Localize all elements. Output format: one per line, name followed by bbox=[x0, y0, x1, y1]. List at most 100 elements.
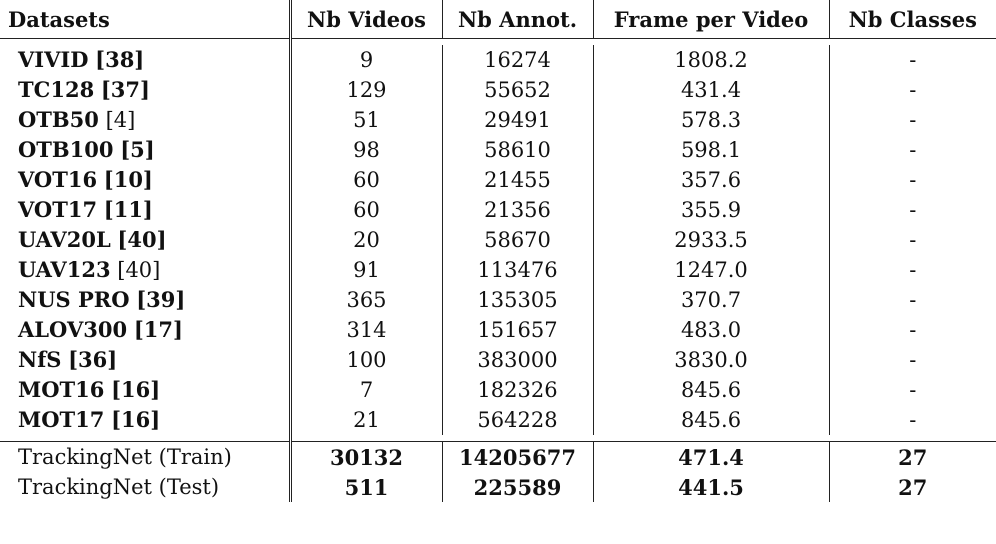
nb-classes-cell: - bbox=[909, 197, 917, 222]
dataset-name-cell: VOT17 [11] bbox=[0, 195, 292, 225]
dataset-name-cell: UAV123 [40] bbox=[0, 255, 292, 285]
nb-classes-cell: - bbox=[909, 377, 917, 402]
frame-per-video-cell: 471.4 bbox=[593, 441, 830, 472]
frame-per-video-cell: 1808.2 bbox=[593, 45, 830, 75]
dataset-citation: [10] bbox=[103, 167, 153, 192]
table-row: NfS [36] 100 383000 3830.0 - bbox=[0, 345, 996, 375]
nb-annot-cell: 14205677 bbox=[442, 441, 594, 472]
nb-annot-cell: 383000 bbox=[442, 345, 594, 375]
nb-classes-cell: - bbox=[909, 347, 917, 372]
dataset-name: ALOV300 bbox=[18, 317, 128, 342]
nb-classes-cell: 27 bbox=[829, 441, 996, 472]
nb-classes-cell: - bbox=[909, 257, 917, 282]
frame-per-video-cell: 578.3 bbox=[593, 105, 830, 135]
nb-videos-cell: 60 bbox=[290, 195, 443, 225]
nb-videos-cell: 511 bbox=[290, 472, 443, 502]
nb-videos-cell: 30132 bbox=[290, 441, 443, 472]
dataset-name-cell: NUS PRO [39] bbox=[0, 285, 292, 315]
nb-classes-cell: - bbox=[909, 77, 917, 102]
dataset-name-cell: TrackingNet (Train) bbox=[0, 441, 292, 472]
frame-per-video-cell: 598.1 bbox=[593, 135, 830, 165]
table-header-row: Datasets Nb Videos Nb Annot. Frame per V… bbox=[0, 0, 996, 39]
nb-annot-cell: 58610 bbox=[442, 135, 594, 165]
nb-annot-cell: 564228 bbox=[442, 405, 594, 435]
nb-annot-cell: 16274 bbox=[442, 45, 594, 75]
nb-videos-cell: 60 bbox=[290, 165, 443, 195]
nb-videos-cell: 7 bbox=[290, 375, 443, 405]
nb-videos-cell: 91 bbox=[290, 255, 443, 285]
nb-annot-cell: 182326 bbox=[442, 375, 594, 405]
table-row: NUS PRO [39] 365 135305 370.7- bbox=[0, 285, 996, 315]
dataset-citation: [17] bbox=[133, 317, 183, 342]
dataset-name: NfS bbox=[18, 347, 62, 372]
frame-per-video-cell: 2933.5 bbox=[593, 225, 830, 255]
header-datasets: Datasets bbox=[0, 0, 292, 39]
table-row: UAV20L [40] 20 58670 2933.5- bbox=[0, 225, 996, 255]
dataset-name-cell: VOT16 [10] bbox=[0, 165, 292, 195]
nb-videos-cell: 365 bbox=[290, 285, 443, 315]
nb-annot-cell: 113476 bbox=[442, 255, 594, 285]
dataset-name-cell: TrackingNet (Test) bbox=[0, 472, 292, 502]
dataset-citation: [36] bbox=[68, 347, 118, 372]
nb-classes-cell: - bbox=[909, 317, 917, 342]
table-row: OTB100 [5] 98 58610 598.1- bbox=[0, 135, 996, 165]
dataset-name: MOT17 bbox=[18, 407, 105, 432]
frame-per-video-cell: 370.7 bbox=[593, 285, 830, 315]
nb-classes-cell: - bbox=[909, 47, 917, 72]
nb-videos-cell: 314 bbox=[290, 315, 443, 345]
dataset-name: UAV20L bbox=[18, 227, 111, 252]
frame-per-video-cell: 355.9 bbox=[593, 195, 830, 225]
frame-per-video-cell: 3830.0 bbox=[593, 345, 830, 375]
nb-annot-cell: 225589 bbox=[442, 472, 594, 502]
dataset-name-cell: TC128 [37] bbox=[0, 75, 292, 105]
dataset-citation: [16] bbox=[111, 377, 161, 402]
nb-videos-cell: 100 bbox=[290, 345, 443, 375]
nb-classes-cell: - bbox=[909, 137, 917, 162]
dataset-name: MOT16 bbox=[18, 377, 105, 402]
table-row: ALOV300 [17] 314 151657 483.0- bbox=[0, 315, 996, 345]
dataset-citation: [16] bbox=[111, 407, 161, 432]
nb-videos-cell: 51 bbox=[290, 105, 443, 135]
nb-videos-cell: 21 bbox=[290, 405, 443, 435]
nb-annot-cell: 21356 bbox=[442, 195, 594, 225]
nb-annot-cell: 58670 bbox=[442, 225, 594, 255]
header-nb-annot: Nb Annot. bbox=[442, 0, 594, 39]
dataset-name: VIVID bbox=[18, 47, 89, 72]
dataset-citation: [5] bbox=[120, 137, 155, 162]
dataset-name: UAV123 bbox=[18, 257, 111, 282]
dataset-name-cell: MOT16 [16] bbox=[0, 375, 292, 405]
nb-videos-cell: 98 bbox=[290, 135, 443, 165]
frame-per-video-cell: 483.0 bbox=[593, 315, 830, 345]
table-row: VOT16 [10] 60 21455 357.6- bbox=[0, 165, 996, 195]
nb-classes-cell: 27 bbox=[898, 474, 928, 500]
nb-annot-cell: 55652 bbox=[442, 75, 594, 105]
header-nb-videos: Nb Videos bbox=[290, 0, 443, 39]
nb-classes-cell: - bbox=[909, 107, 917, 132]
nb-videos-cell: 9 bbox=[290, 45, 443, 75]
dataset-name: NUS PRO bbox=[18, 287, 130, 312]
dataset-citation: [40] bbox=[117, 258, 161, 282]
frame-per-video-cell: 357.6 bbox=[593, 165, 830, 195]
dataset-name: VOT17 bbox=[18, 197, 98, 222]
dataset-name-cell: ALOV300 [17] bbox=[0, 315, 292, 345]
header-nb-classes: Nb Classes bbox=[829, 0, 996, 39]
nb-classes-cell: - bbox=[909, 227, 917, 252]
nb-classes-cell: - bbox=[909, 407, 917, 432]
dataset-name-cell: UAV20L [40] bbox=[0, 225, 292, 255]
frame-per-video-cell: 431.4 bbox=[593, 75, 830, 105]
table-row: TC128 [37] 129 55652 431.4- bbox=[0, 75, 996, 105]
dataset-name: OTB100 bbox=[18, 137, 114, 162]
frame-per-video-cell: 845.6 bbox=[593, 375, 830, 405]
dataset-citation: [37] bbox=[100, 77, 150, 102]
nb-annot-cell: 135305 bbox=[442, 285, 594, 315]
dataset-citation: [39] bbox=[136, 287, 186, 312]
frame-per-video-cell: 845.6 bbox=[593, 405, 830, 435]
nb-annot-cell: 21455 bbox=[442, 165, 594, 195]
header-frame-per-video: Frame per Video bbox=[593, 0, 830, 39]
dataset-name: VOT16 bbox=[18, 167, 98, 192]
table-row: OTB50 [4] 51 29491 578.3- bbox=[0, 105, 996, 135]
dataset-citation: [40] bbox=[117, 227, 167, 252]
trackingnet-row: TrackingNet (Test) 511 225589 441.5 27 bbox=[0, 472, 996, 502]
dataset-name-cell: OTB100 [5] bbox=[0, 135, 292, 165]
